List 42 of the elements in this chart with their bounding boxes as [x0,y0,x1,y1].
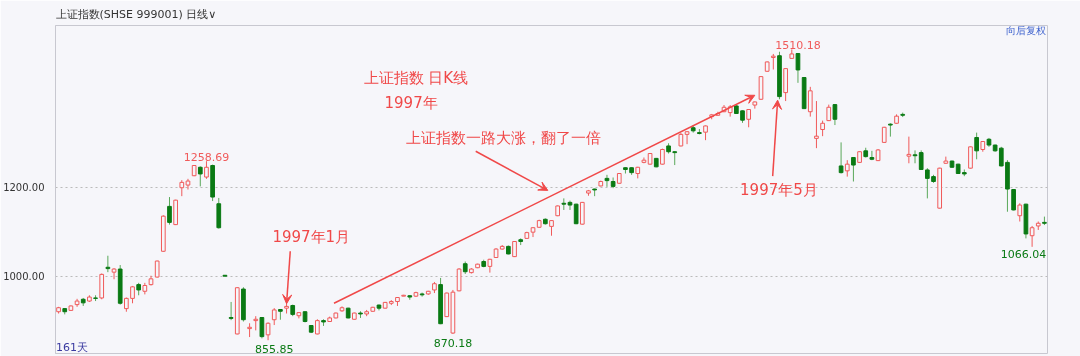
annotation: 向后复权 [1006,24,1047,36]
candlestick [832,103,838,126]
annotation: 1997年1月 [272,228,351,247]
candlestick [974,132,979,160]
annotation: 1997年5月 [740,181,818,200]
candlestick [228,301,234,321]
candlestick [684,130,690,145]
candlestick [851,156,856,182]
y-tick-label: 1000.00 [3,271,45,283]
annotation: 1258.69 [183,150,230,164]
candlestick [869,150,875,161]
candlestick [888,122,893,138]
candlestick [105,255,111,273]
candlestick [807,86,813,118]
candlestick [814,100,819,149]
candlestick [1017,202,1023,222]
candlestick [167,196,172,226]
annotation: 上证指数 日K线 [363,69,469,88]
y-tick-label: 1200.00 [3,182,45,194]
candlestick [838,141,844,174]
candlestick [259,316,265,339]
candlestick [906,136,912,164]
candlestick [419,292,425,298]
candlestick [746,108,752,128]
candlestick [197,165,203,187]
annotation: 855.85 [254,342,294,356]
candlestick [1011,188,1016,211]
annotation: 870.18 [433,336,473,350]
annotation: 1510.18 [775,39,821,53]
annotation: 1066.04 [1000,247,1047,261]
candlestick [111,267,117,280]
candlestick [795,52,801,84]
annotation: 161天 [56,340,89,354]
chart-title: 上证指数(SHSE 999001) 日线∨ [55,7,217,21]
candlestick [1029,225,1035,248]
candlestick [758,75,764,101]
candlestick [968,145,973,170]
candlestick [216,197,222,230]
annotation: 上证指数一路大涨，翻了一倍 [406,128,602,147]
annotation: 1997年 [384,94,438,113]
candlestick [783,67,788,102]
candlestick [604,174,610,188]
